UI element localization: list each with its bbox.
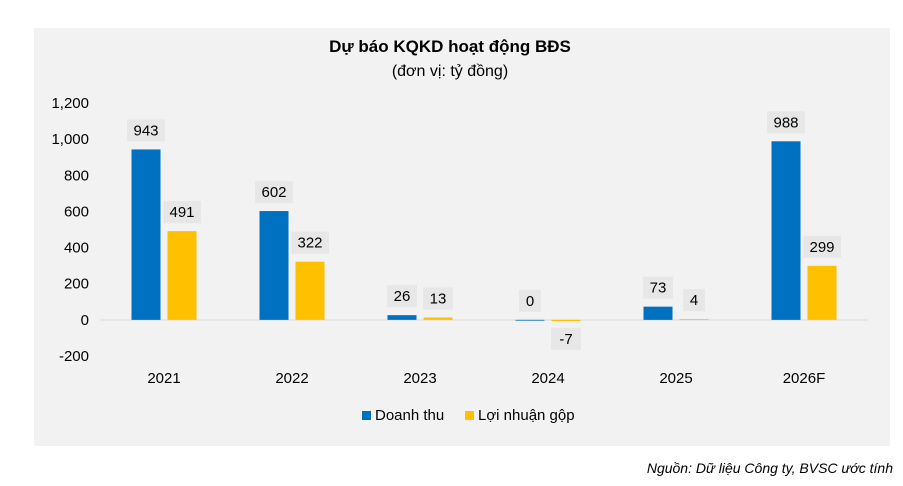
bar-doanh-thu-2026F [771,141,801,320]
data-label-box [683,289,705,312]
data-label-box [387,285,417,308]
y-tick-label: -200 [59,348,89,365]
y-tick-label: 800 [64,167,89,184]
x-tick-label: 2021 [147,370,180,387]
data-label: 13 [430,291,447,308]
bar-doanh-thu-2025 [643,306,673,320]
data-label: 322 [297,235,322,252]
x-tick-label: 2024 [531,370,564,387]
data-label: 491 [169,204,194,221]
y-axis: -200 0 200 400 600 800 1,000 1,200 [51,95,89,365]
data-label-box [127,119,165,142]
y-tick-label: 200 [64,276,89,293]
data-label-box [291,231,329,254]
data-label: 0 [526,293,534,310]
data-label-box [803,235,841,258]
data-label: 602 [261,184,286,201]
data-label: 4 [690,292,698,309]
bar-loi-nhuan-2026F [807,265,837,320]
data-label: 26 [394,288,411,305]
x-axis: 2021 2022 2023 2024 2025 2026F [147,370,825,387]
data-label: 299 [809,239,834,256]
bar-loi-nhuan-2022 [295,261,325,320]
data-label: 73 [650,280,667,297]
bar-doanh-thu-2021 [131,149,161,320]
legend-label: Lợi nhuận gộp [478,407,575,424]
data-label: -7 [559,331,572,348]
y-tick-label: 600 [64,203,89,220]
bar-loi-nhuan-2023 [423,317,453,320]
y-tick-label: 1,200 [51,95,89,112]
x-tick-label: 2022 [275,370,308,387]
data-label-box [767,111,805,134]
data-label-box [163,201,201,224]
bar-loi-nhuan-2025 [679,319,709,320]
bar-loi-nhuan-2024 [551,319,581,322]
chart-title: Dự báo KQKD hoạt động BĐS [329,37,571,56]
data-label: 943 [133,122,158,139]
legend: Doanh thu Lợi nhuận gộp [362,407,575,424]
data-label-box [423,287,453,310]
bar-doanh-thu-2022 [259,211,289,320]
x-tick-label: 2023 [403,370,436,387]
legend-swatch [362,411,371,420]
source-note: Nguồn: Dữ liệu Công ty, BVSC ước tính [646,460,893,476]
bar-loi-nhuan-2021 [167,231,197,320]
data-label-box [643,276,673,299]
legend-label: Doanh thu [375,407,444,424]
x-tick-label: 2025 [659,370,692,387]
data-label-box [551,327,581,350]
y-tick-label: 400 [64,240,89,257]
bar-doanh-thu-2024 [515,319,545,321]
y-tick-label: 0 [81,312,89,329]
chart-subtitle: (đơn vị: tỷ đồng) [392,63,508,80]
data-label: 988 [773,114,798,131]
bar-doanh-thu-2023 [387,315,417,320]
y-tick-label: 1,000 [51,131,89,148]
bars: 943 491 602 322 26 13 0 -7 73 4 988 299 [127,111,841,350]
legend-swatch [465,411,474,420]
x-tick-label: 2026F [783,370,826,387]
data-label-box [255,181,293,204]
data-label-box [519,289,541,312]
